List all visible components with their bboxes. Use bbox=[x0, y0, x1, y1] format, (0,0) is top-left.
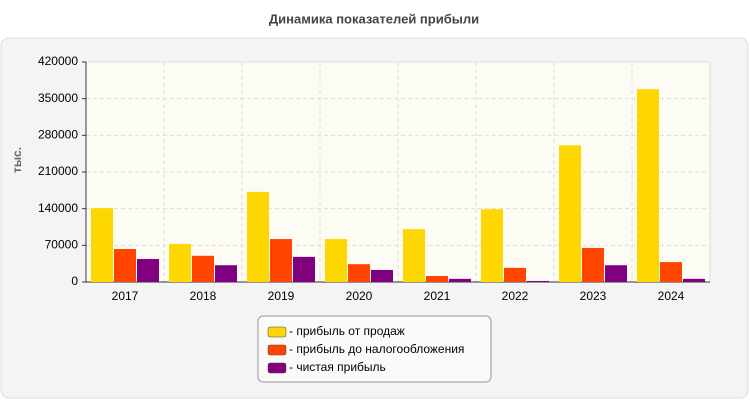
y-tick-label: 420000 bbox=[38, 54, 78, 68]
bar bbox=[403, 229, 425, 282]
x-tick-label: 2021 bbox=[424, 289, 451, 303]
bar bbox=[348, 264, 370, 282]
bar bbox=[559, 145, 581, 282]
bar bbox=[371, 269, 393, 282]
x-tick-label: 2022 bbox=[502, 289, 529, 303]
y-axis-label: тыс. bbox=[10, 147, 24, 173]
bar bbox=[137, 258, 159, 282]
bar bbox=[293, 256, 315, 282]
chart-title: Динамика показателей прибыли bbox=[269, 11, 479, 26]
x-tick-label: 2024 bbox=[658, 289, 685, 303]
bar bbox=[91, 208, 113, 282]
bar bbox=[325, 239, 347, 282]
bar bbox=[270, 239, 292, 282]
bar bbox=[683, 278, 705, 282]
x-tick-label: 2017 bbox=[112, 289, 139, 303]
bar bbox=[582, 247, 604, 282]
y-tick-label: 70000 bbox=[45, 238, 79, 252]
legend-label: - чистая прибыль bbox=[289, 360, 386, 374]
x-tick-label: 2019 bbox=[268, 289, 295, 303]
y-tick-label: 210000 bbox=[38, 164, 78, 178]
bar bbox=[605, 265, 627, 282]
legend bbox=[257, 315, 492, 383]
y-tick-label: 350000 bbox=[38, 91, 78, 105]
y-tick-label: 280000 bbox=[38, 128, 78, 142]
bar bbox=[637, 89, 659, 282]
x-tick-label: 2020 bbox=[346, 289, 373, 303]
y-tick-label: 140000 bbox=[38, 201, 78, 215]
bar bbox=[169, 244, 191, 282]
bar bbox=[215, 265, 237, 282]
legend-swatch bbox=[267, 326, 287, 338]
bar bbox=[247, 191, 269, 282]
bar bbox=[660, 262, 682, 282]
x-tick-label: 2023 bbox=[580, 289, 607, 303]
legend-label: - прибыль от продаж bbox=[289, 324, 405, 338]
bar bbox=[114, 249, 136, 282]
bar bbox=[192, 255, 214, 282]
y-tick-label: 0 bbox=[71, 274, 78, 288]
bar bbox=[527, 280, 549, 282]
bar bbox=[481, 209, 503, 282]
legend-label: - прибыль до налогообложения bbox=[289, 342, 464, 356]
bar bbox=[426, 275, 448, 282]
legend-swatch bbox=[267, 362, 287, 374]
bar bbox=[449, 278, 471, 282]
x-tick-label: 2018 bbox=[190, 289, 217, 303]
legend-swatch bbox=[267, 344, 287, 356]
bar bbox=[504, 267, 526, 282]
